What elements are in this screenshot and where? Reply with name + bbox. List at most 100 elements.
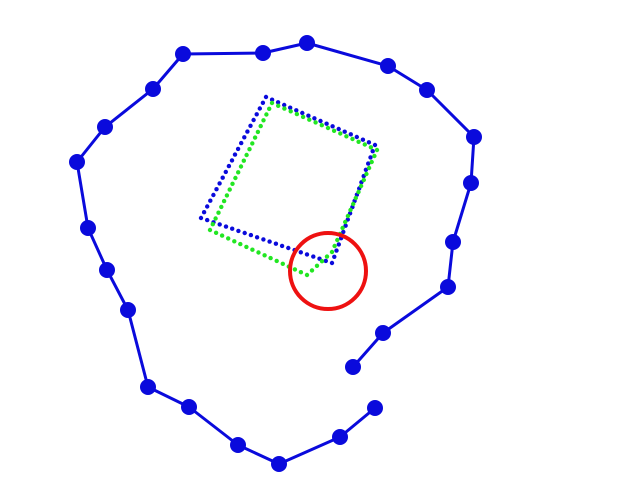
inner-blue-path-dot [332, 254, 337, 259]
inner-green-path-dot [258, 123, 263, 129]
inner-green-path-dot [350, 136, 355, 142]
inner-blue-path-dot [232, 152, 238, 157]
outer-path-node [332, 429, 348, 445]
outer-path-node [230, 437, 246, 453]
inner-blue-path-dot [368, 155, 373, 160]
inner-blue-path-dot [366, 140, 372, 145]
inner-green-path-dot [267, 106, 272, 112]
inner-blue-path-dot [239, 140, 244, 146]
inner-blue-path-dot [306, 113, 311, 118]
inner-green-path-dot [213, 230, 219, 235]
outer-path-node [80, 220, 96, 236]
inner-green-path-dot [356, 189, 361, 195]
outer-path-node [255, 45, 271, 61]
inner-green-path-dot [366, 165, 372, 171]
inner-blue-path-dot [214, 187, 219, 192]
outer-path-node [120, 302, 136, 318]
inner-blue-path-dot [260, 100, 266, 106]
inner-blue-path-dot [311, 254, 316, 259]
inner-green-path-dot [262, 253, 267, 258]
inner-green-path-dot [300, 114, 306, 120]
outer-path-node [440, 279, 456, 295]
inner-green-path-dot [261, 118, 266, 123]
inner-green-path-dot [309, 268, 315, 273]
inner-green-path-dot [356, 139, 361, 144]
inner-green-path-dot [276, 103, 281, 109]
inner-blue-path-dot [300, 110, 305, 116]
inner-blue-path-dot [370, 149, 375, 154]
inner-green-path-dot [351, 201, 356, 207]
inner-green-path-dot [268, 255, 273, 261]
outer-path [69, 35, 482, 472]
inner-blue-path-dot [336, 126, 341, 132]
inner-blue-path-dot [226, 163, 232, 169]
inner-blue-path-dot [254, 235, 260, 240]
inner-green-path-dot [307, 117, 312, 122]
inner-green-path-dot [372, 153, 377, 159]
inner-green-path-dot [282, 106, 287, 111]
inner-green-path-dot [288, 109, 293, 114]
inner-green-dotted-path [207, 100, 380, 278]
inner-green-path-dot [230, 181, 235, 186]
inner-green-path-dot [241, 158, 246, 163]
outer-path-node [445, 234, 461, 250]
inner-blue-path-dot [261, 237, 266, 242]
inner-green-path-dot [335, 237, 340, 243]
inner-green-path-dot [274, 258, 279, 264]
inner-green-path-dot [280, 261, 285, 266]
inner-green-path-dot [244, 244, 249, 250]
inner-green-path-dot [374, 147, 380, 153]
outer-path-node [69, 154, 85, 170]
outer-path-node [367, 400, 383, 416]
inner-green-path-dot [325, 125, 331, 131]
inner-green-path-dot [247, 147, 252, 152]
inner-green-path-dot [219, 204, 224, 210]
outer-path-node [99, 262, 115, 278]
marker-circle-group [288, 231, 368, 311]
inner-blue-path-dot [275, 100, 281, 105]
outer-path-node [375, 325, 391, 341]
inner-green-path-dot [216, 210, 221, 215]
inner-blue-path-dot [223, 224, 229, 229]
inner-green-path-dot [255, 129, 261, 135]
inner-blue-path-dot [267, 239, 272, 244]
outer-path-node [466, 129, 482, 145]
inner-blue-path-dot [236, 228, 241, 234]
inner-blue-path-dot [248, 232, 254, 238]
inner-green-path-dot [368, 145, 374, 150]
inner-blue-path-dot [341, 229, 346, 235]
inner-green-path-dot [304, 272, 310, 278]
inner-blue-path-dot [342, 129, 347, 134]
inner-blue-path-dot [372, 142, 378, 148]
inner-green-path-dot [343, 219, 348, 225]
inner-blue-path-dot [273, 241, 279, 246]
inner-blue-path-dot [298, 250, 303, 255]
inner-blue-path-dot [217, 222, 222, 227]
inner-blue-path-dot [318, 118, 323, 124]
inner-blue-path-dot [269, 97, 275, 102]
inner-green-path-dot [264, 112, 269, 117]
inner-blue-path-dot [251, 117, 256, 123]
inner-blue-path-dot [242, 230, 247, 236]
inner-green-path-dot [298, 270, 304, 275]
inner-blue-path-dot [220, 175, 225, 180]
inner-green-path-dot [294, 111, 300, 117]
inner-green-path-dot [219, 233, 225, 238]
inner-green-path-dot [207, 227, 213, 233]
inner-green-path-dot [362, 142, 367, 147]
inner-green-path-dot [250, 141, 255, 146]
inner-blue-path-dot [245, 129, 250, 134]
inner-green-path-dot [213, 216, 218, 221]
inner-blue-path-dot [217, 181, 222, 186]
inner-green-path-dot [256, 250, 261, 255]
inner-green-path-dot [340, 225, 345, 231]
inner-green-path-dot [221, 198, 227, 204]
inner-blue-path-dot [336, 242, 341, 247]
inner-green-path-dot [329, 249, 335, 255]
inner-green-path-dot [331, 128, 337, 133]
inner-blue-path-dot [198, 215, 204, 221]
inner-blue-path-dot [334, 248, 339, 253]
inner-blue-path-dot [329, 260, 335, 266]
inner-green-path-dot [244, 152, 249, 158]
